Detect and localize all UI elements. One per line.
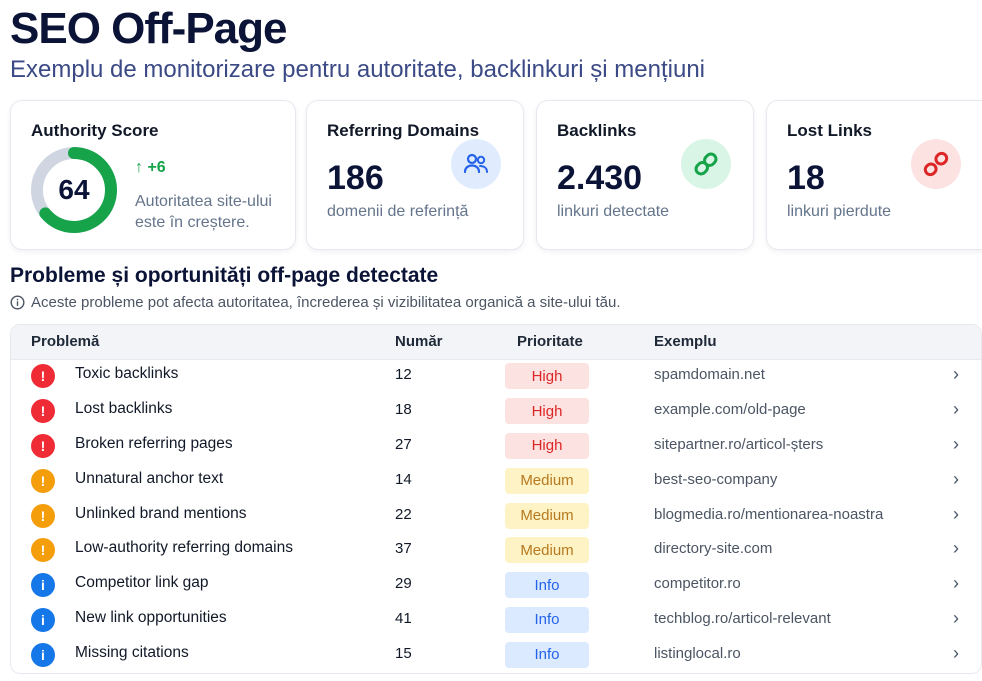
problem-count: 27 xyxy=(395,435,412,453)
issues-notice-text: Aceste probleme pot afecta autoritatea, … xyxy=(31,294,621,311)
example-url[interactable]: listinglocal.ro xyxy=(654,644,741,662)
page-subtitle: Exemplu de monitorizare pentru autoritat… xyxy=(10,56,706,83)
column-header-count[interactable]: Număr xyxy=(395,333,443,350)
priority-badge: Info xyxy=(505,641,589,668)
issues-section-title: Probleme și oportunități off-page detect… xyxy=(10,264,439,287)
backlinks-sub: linkuri detectate xyxy=(557,203,670,220)
table-row[interactable]: ! Unlinked brand mentions 22 Medium blogmedi… xyxy=(11,498,981,533)
lost-links-sub: linkuri pierdute xyxy=(787,203,892,220)
critical-severity-icon: ! xyxy=(31,399,55,424)
column-header-priority[interactable]: Prioritate xyxy=(517,333,583,350)
users-icon xyxy=(451,139,501,189)
referring-domains-value: 186 xyxy=(327,159,384,197)
priority-badge: Medium xyxy=(505,467,589,494)
column-header-example[interactable]: Exemplu xyxy=(654,333,717,350)
problem-name: Low-authority referring domains xyxy=(75,539,293,557)
page-title: SEO Off-Page xyxy=(10,4,287,53)
gauge-fill xyxy=(31,147,117,233)
info-severity-icon: i xyxy=(31,642,55,667)
table-row[interactable]: i Competitor link gap 29 Info competitor.ro › xyxy=(11,568,981,603)
chevron-right-icon[interactable]: › xyxy=(953,607,959,628)
example-url[interactable]: blogmedia.ro/mentionarea-noastra xyxy=(654,505,884,523)
referring-domains-label: Referring Domains xyxy=(327,121,480,140)
problem-count: 22 xyxy=(395,505,412,523)
issues-table: Problemă Număr Prioritate Exemplu ! Toxic… xyxy=(10,324,982,674)
priority-badge: High xyxy=(505,398,589,425)
problem-count: 12 xyxy=(395,366,412,384)
column-header-problem[interactable]: Problemă xyxy=(31,333,100,350)
example-url[interactable]: competitor.ro xyxy=(654,575,741,593)
backlinks-label: Backlinks xyxy=(557,121,637,140)
problem-name: Unlinked brand mentions xyxy=(75,504,247,522)
example-url[interactable]: spamdomain.net xyxy=(654,366,765,384)
backlinks-card[interactable]: Backlinks 2.430 linkuri detectate xyxy=(536,100,754,250)
lost-links-value: 18 xyxy=(787,159,825,197)
problem-name: Broken referring pages xyxy=(75,434,233,452)
info-circle-icon xyxy=(10,295,25,310)
referring-domains-card[interactable]: Referring Domains 186 domenii de referin… xyxy=(306,100,524,250)
priority-badge: Medium xyxy=(505,537,589,564)
warning-severity-icon: ! xyxy=(31,538,55,563)
table-header: Problemă Număr Prioritate Exemplu xyxy=(11,325,981,360)
chevron-right-icon[interactable]: › xyxy=(953,573,959,594)
problem-name: New link opportunities xyxy=(75,608,227,626)
warning-severity-icon: ! xyxy=(31,468,55,493)
referring-domains-sub: domenii de referință xyxy=(327,203,469,220)
chevron-right-icon[interactable]: › xyxy=(953,364,959,385)
authority-score-card[interactable]: Authority Score 64 ↑ +6 Autoritatea site… xyxy=(10,100,296,250)
table-row[interactable]: i New link opportunities 41 Info techblog.ro… xyxy=(11,603,981,638)
info-severity-icon: i xyxy=(31,607,55,632)
priority-badge: High xyxy=(505,363,589,390)
chevron-right-icon[interactable]: › xyxy=(953,503,959,524)
example-url[interactable]: example.com/old-page xyxy=(654,401,806,419)
problem-count: 14 xyxy=(395,470,412,488)
priority-badge: Medium xyxy=(505,502,589,529)
problem-name: Unnatural anchor text xyxy=(75,469,224,487)
authority-gauge xyxy=(31,147,117,233)
priority-badge: Info xyxy=(505,572,589,599)
issues-notice: Aceste probleme pot afecta autoritatea, … xyxy=(10,294,621,311)
problem-name: Lost backlinks xyxy=(75,400,173,418)
example-url[interactable]: best-seo-company xyxy=(654,470,778,488)
warning-severity-icon: ! xyxy=(31,503,55,528)
backlinks-value: 2.430 xyxy=(557,159,643,197)
problem-count: 29 xyxy=(395,575,412,593)
problem-name: Toxic backlinks xyxy=(75,365,179,383)
chevron-right-icon[interactable]: › xyxy=(953,538,959,559)
critical-severity-icon: ! xyxy=(31,364,55,389)
table-row[interactable]: i Missing citations 15 Info listinglocal.ro › xyxy=(11,637,981,672)
table-row[interactable]: ! Lost backlinks 18 High example.com/old-pag… xyxy=(11,394,981,429)
chevron-right-icon[interactable]: › xyxy=(953,433,959,454)
table-row[interactable]: ! Broken referring pages 27 High sitepartner… xyxy=(11,429,981,464)
example-url[interactable]: directory-site.com xyxy=(654,540,773,558)
authority-score-value: 64 xyxy=(58,174,90,205)
chevron-right-icon[interactable]: › xyxy=(953,468,959,489)
table-row[interactable]: ! Unnatural anchor text 14 Medium best-seo-c… xyxy=(11,463,981,498)
chevron-right-icon[interactable]: › xyxy=(953,642,959,663)
problem-count: 15 xyxy=(395,644,412,662)
lost-links-card[interactable]: Lost Links 18 linkuri pierdute xyxy=(766,100,982,250)
example-url[interactable]: techblog.ro/articol-relevant xyxy=(654,609,831,627)
priority-badge: Info xyxy=(505,606,589,633)
link-icon xyxy=(681,139,731,189)
problem-count: 18 xyxy=(395,401,412,419)
problem-count: 37 xyxy=(395,540,412,558)
authority-delta-text: Autoritatea site-ului este în creștere. xyxy=(135,193,272,231)
problem-name: Missing citations xyxy=(75,643,189,661)
chevron-right-icon[interactable]: › xyxy=(953,399,959,420)
authority-score-label: Authority Score xyxy=(31,121,159,140)
priority-badge: High xyxy=(505,432,589,459)
critical-severity-icon: ! xyxy=(31,433,55,458)
table-row[interactable]: ! Low-authority referring domains 37 Medium… xyxy=(11,533,981,568)
example-url[interactable]: sitepartner.ro/articol-șters xyxy=(654,435,824,453)
table-row[interactable]: ! Toxic backlinks 12 High spamdomain.net › xyxy=(11,359,981,394)
lost-links-label: Lost Links xyxy=(787,121,873,140)
authority-delta: ↑ +6 xyxy=(135,159,166,176)
problem-name: Competitor link gap xyxy=(75,574,209,592)
broken-link-icon xyxy=(911,139,961,189)
info-severity-icon: i xyxy=(31,573,55,598)
problem-count: 41 xyxy=(395,609,412,627)
